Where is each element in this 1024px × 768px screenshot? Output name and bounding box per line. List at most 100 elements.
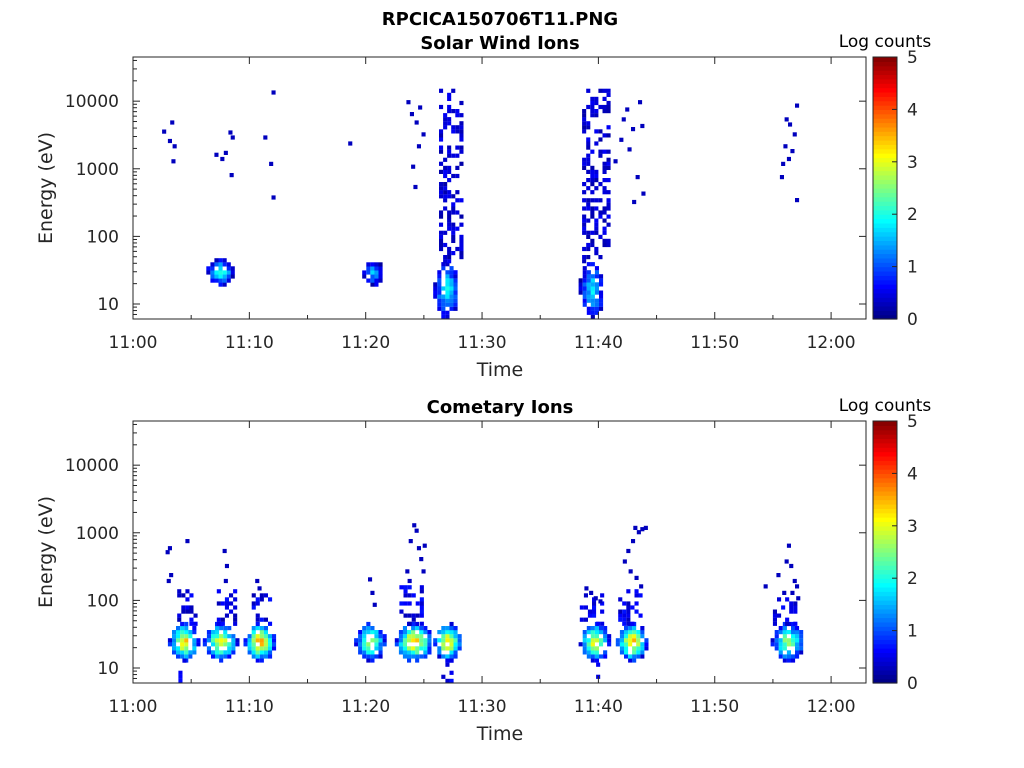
spectrogram-cell	[774, 646, 779, 651]
spectrogram-point	[414, 120, 419, 125]
spectrogram-cell	[594, 650, 599, 655]
spectrogram-cell	[441, 306, 446, 311]
spectrogram-cell	[206, 646, 211, 651]
spectrogram-cell	[229, 601, 234, 606]
spectrogram-cell	[362, 654, 367, 659]
spectrogram-cell	[167, 638, 172, 643]
spectrogram-point	[613, 159, 618, 164]
spectrogram-cell	[774, 630, 779, 635]
panel-solar-wind-ions: Solar Wind Ions 11:00 11:10 11:20 11:30 11:4…	[35, 32, 931, 381]
spectrogram-cell	[786, 658, 791, 663]
spectrogram-cell	[445, 274, 450, 279]
spectrogram-cell	[590, 630, 595, 635]
spectrogram-cell	[402, 638, 407, 643]
spectrogram-point	[416, 144, 421, 149]
spectrogram-point	[626, 548, 631, 554]
spectrogram-cell	[786, 650, 791, 655]
spectrogram-cell	[255, 601, 260, 606]
spectrogram-cell	[445, 310, 450, 315]
spectrogram-point	[792, 132, 797, 137]
colorbar-segment	[873, 131, 897, 137]
spectrogram-cell	[590, 274, 595, 279]
spectrogram-cell	[196, 638, 201, 643]
spectrogram-cell	[411, 654, 416, 659]
spectrogram-cell	[586, 145, 591, 150]
spectrogram-cell	[370, 638, 375, 643]
colorbar-segment	[873, 288, 897, 294]
spectrogram-cell	[433, 294, 438, 299]
spectrogram-point	[229, 173, 234, 178]
spectrogram-cell	[594, 251, 599, 256]
spectrogram-cell	[227, 650, 232, 655]
spectrogram-cell	[459, 133, 464, 138]
spectrogram-cell	[223, 654, 228, 659]
spectrogram-point	[621, 117, 626, 122]
spectrogram-cell	[403, 585, 408, 590]
spectrogram-cell	[189, 617, 194, 622]
spectrogram-cell	[632, 654, 637, 659]
colorbar-segment	[873, 227, 897, 233]
colorbar-segment	[873, 503, 897, 509]
spectrogram-cell	[785, 597, 790, 602]
spectrogram-cell	[211, 630, 216, 635]
spectrogram-cell	[459, 242, 464, 248]
spectrogram-point	[220, 156, 225, 162]
colorbar-segment	[873, 652, 897, 658]
spectrogram-cell	[586, 246, 591, 252]
spectrogram-cell	[362, 650, 367, 655]
spectrogram-cell	[354, 642, 359, 647]
spectrogram-cell	[590, 104, 595, 110]
spectrogram-cell	[774, 642, 779, 647]
spectrogram-cell	[602, 218, 607, 223]
spectrogram-cell	[459, 255, 464, 260]
spectrogram-cell	[227, 642, 232, 647]
spectrogram-point	[263, 135, 268, 140]
spectrogram-cell	[578, 278, 583, 283]
spectrogram-cell	[451, 222, 456, 227]
spectrogram-cell	[185, 589, 190, 594]
spectrogram-cell	[272, 634, 277, 639]
spectrogram-cell	[180, 646, 185, 651]
spectrogram-cell	[398, 634, 403, 639]
spectrogram-cell	[235, 642, 240, 647]
spectrogram-cell	[394, 638, 399, 643]
spectrogram-cell	[229, 593, 234, 598]
spectrogram-cell	[441, 262, 446, 267]
spectrogram-cell	[582, 650, 587, 655]
spectrogram-cell	[445, 290, 450, 295]
spectrogram-cell	[632, 658, 637, 663]
spectrogram-cell	[439, 104, 444, 110]
spectrogram-cell	[628, 638, 633, 643]
spectrogram-cell	[439, 214, 444, 219]
spectrogram-cell	[447, 251, 452, 256]
spectrogram-cell	[188, 650, 193, 655]
y-tick-label: 1000	[76, 524, 119, 544]
colorbar-segment	[873, 209, 897, 215]
spectrogram-cell	[582, 113, 587, 118]
colorbar-segment	[873, 297, 897, 303]
spectrogram-cell	[638, 593, 643, 598]
colorbar-segment	[873, 78, 897, 84]
spectrogram-cell	[427, 634, 432, 639]
spectrogram-cell	[188, 634, 193, 639]
spectrogram-cell	[632, 634, 637, 639]
spectrogram-cell	[449, 306, 454, 311]
spectrogram-cell	[624, 638, 629, 643]
spectrogram-cell	[619, 646, 624, 651]
spectrogram-cell	[445, 678, 450, 683]
spectrogram-cell	[374, 262, 379, 267]
spectrogram-cell	[606, 190, 611, 195]
figure-title: RPCICA150706T11.PNG	[382, 9, 618, 30]
spectrogram-cell	[378, 266, 383, 271]
spectrogram-cell	[382, 638, 387, 643]
spectrogram-cell	[453, 290, 458, 295]
spectrogram-cell	[211, 638, 216, 643]
spectrogram-cell	[172, 646, 177, 651]
colorbar-segment	[873, 517, 897, 523]
spectrogram-cell	[263, 638, 268, 643]
spectrogram-cell	[215, 626, 220, 631]
spectrogram-point	[598, 599, 603, 604]
spectrogram-cell	[219, 658, 224, 663]
spectrogram-cell	[443, 169, 448, 174]
